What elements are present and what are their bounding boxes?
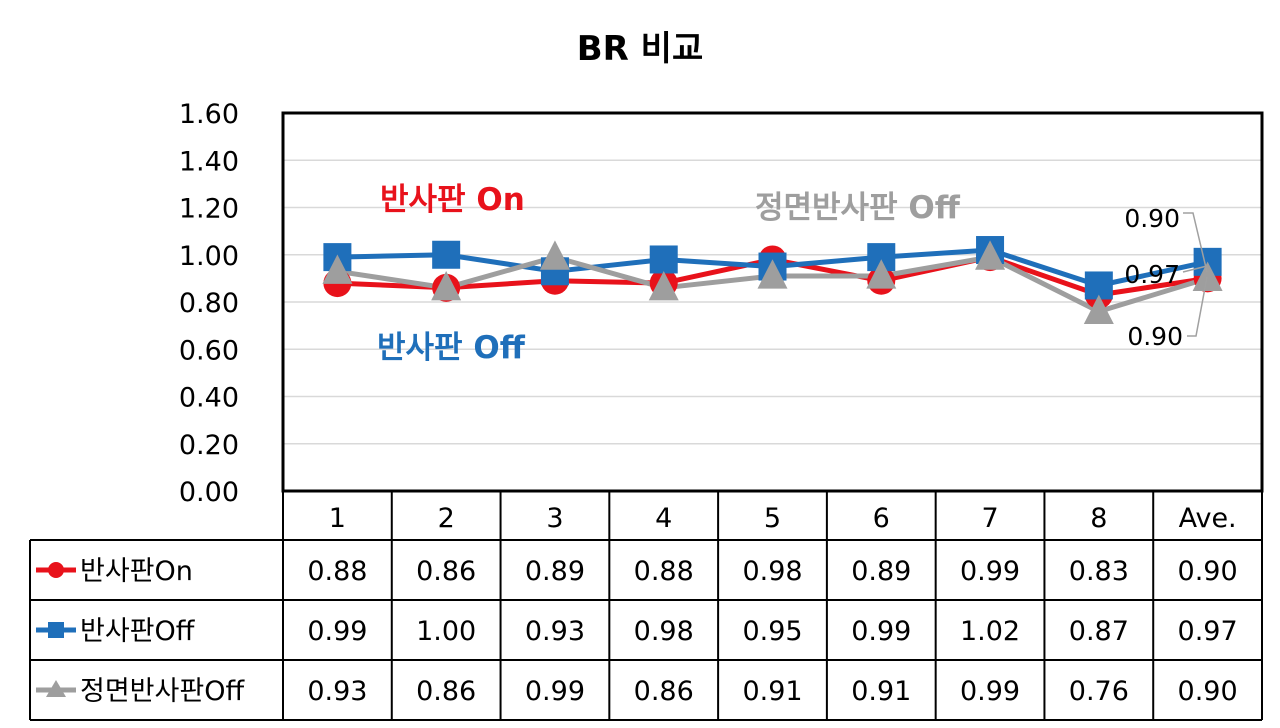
y-tick-label: 1.00 <box>179 241 239 272</box>
table-value-cell: 0.97 <box>1178 616 1238 647</box>
x-category-label: 5 <box>764 503 781 534</box>
table-value-cell: 0.91 <box>742 676 802 707</box>
marker-triangle-point <box>431 271 462 301</box>
y-tick-label: 0.60 <box>179 335 239 366</box>
marker-triangle-point <box>648 271 679 301</box>
marker-triangle-point <box>322 254 353 284</box>
average-callouts: 0.90 0.97 0.90 <box>1124 204 1208 351</box>
x-category-label: 4 <box>655 503 672 534</box>
annotation-reflector-on: 반사판 On <box>380 182 525 218</box>
table-value-cell: 0.88 <box>307 556 367 587</box>
table-value-cell: 0.93 <box>525 616 585 647</box>
y-tick-label: 0.00 <box>179 477 239 508</box>
callout-leader-bottom <box>1187 276 1208 337</box>
x-category-label: Ave. <box>1179 503 1237 534</box>
table-value-cell: 0.95 <box>742 616 802 647</box>
legend-series-name: 반사판On <box>80 556 193 587</box>
table-value-cell: 0.91 <box>851 676 911 707</box>
average-label-top: 0.90 <box>1124 204 1180 233</box>
average-label-bottom: 0.90 <box>1127 322 1183 351</box>
table-value-cell: 0.86 <box>634 676 694 707</box>
table-value-cell: 0.99 <box>307 616 367 647</box>
table-value-cell: 0.90 <box>1178 556 1238 587</box>
marker-square-point <box>432 240 461 269</box>
y-tick-label: 0.80 <box>179 288 239 319</box>
marker-triangle-point <box>1192 261 1223 291</box>
table-value-cell: 0.89 <box>525 556 585 587</box>
annotation-front-reflector-off: 정면반사판 Off <box>755 190 961 226</box>
y-tick-label: 0.40 <box>179 383 239 414</box>
table-value-cell: 0.83 <box>1069 556 1129 587</box>
table-value-cell: 0.99 <box>960 676 1020 707</box>
marker-triangle-point <box>975 240 1006 270</box>
callout-leader-top <box>1183 212 1208 273</box>
table-value-cell: 0.86 <box>416 676 476 707</box>
table-value-cell: 0.98 <box>742 556 802 587</box>
table-value-cell: 0.90 <box>1178 676 1238 707</box>
legend-series-name: 반사판Off <box>80 616 196 647</box>
series-markers <box>322 236 1223 325</box>
y-tick-label: 1.60 <box>179 99 239 130</box>
table-value-cell: 0.99 <box>851 616 911 647</box>
table-value-cell: 0.76 <box>1069 676 1129 707</box>
marker-triangle-point <box>866 259 897 289</box>
x-category-label: 7 <box>981 503 998 534</box>
chart-title: BR 비교 <box>577 29 704 69</box>
legend-series-name: 정면반사판Off <box>80 676 245 707</box>
x-category-label: 2 <box>438 503 455 534</box>
table-value-cell: 0.88 <box>634 556 694 587</box>
legend-key-circle <box>36 562 76 578</box>
y-tick-label: 0.20 <box>179 430 239 461</box>
x-category-label: 1 <box>329 503 346 534</box>
x-category-label: 3 <box>546 503 563 534</box>
table-value-cell: 0.99 <box>525 676 585 707</box>
y-tick-label: 1.40 <box>179 146 239 177</box>
table-value-cell: 1.00 <box>416 616 476 647</box>
table-value-cell: 1.02 <box>960 616 1020 647</box>
plot-area-frame <box>281 111 1264 493</box>
table-value-cell: 0.99 <box>960 556 1020 587</box>
table-value-cell: 0.87 <box>1069 616 1129 647</box>
x-category-label: 8 <box>1090 503 1107 534</box>
table-value-cell: 0.98 <box>634 616 694 647</box>
table-value-cell: 0.86 <box>416 556 476 587</box>
series-annotations: 반사판 On 반사판 Off 정면반사판 Off <box>377 182 961 366</box>
callout-leader-middle <box>1182 265 1208 273</box>
average-label-middle: 0.97 <box>1124 260 1180 289</box>
marker-triangle-point <box>1083 294 1114 325</box>
y-axis-tick-labels: 0.00 0.20 0.40 0.60 0.80 1.00 1.20 1.40 1.60 <box>179 99 239 508</box>
table-value-cell: 0.93 <box>307 676 367 707</box>
y-tick-label: 1.20 <box>179 194 239 225</box>
legend-key-square <box>36 622 76 638</box>
annotation-reflector-off: 반사판 Off <box>377 330 526 366</box>
data-table: 1 2 3 4 5 6 7 8 Ave. 반사판On 0.88 0.86 0.89 0.88 0.98 0.8… <box>29 491 1263 721</box>
marker-triangle-point <box>757 259 788 289</box>
marker-triangle-point <box>539 240 570 270</box>
marker-square-point <box>649 245 678 274</box>
x-category-label: 6 <box>873 503 890 534</box>
table-value-cell: 0.89 <box>851 556 911 587</box>
legend-key-triangle <box>36 680 76 697</box>
